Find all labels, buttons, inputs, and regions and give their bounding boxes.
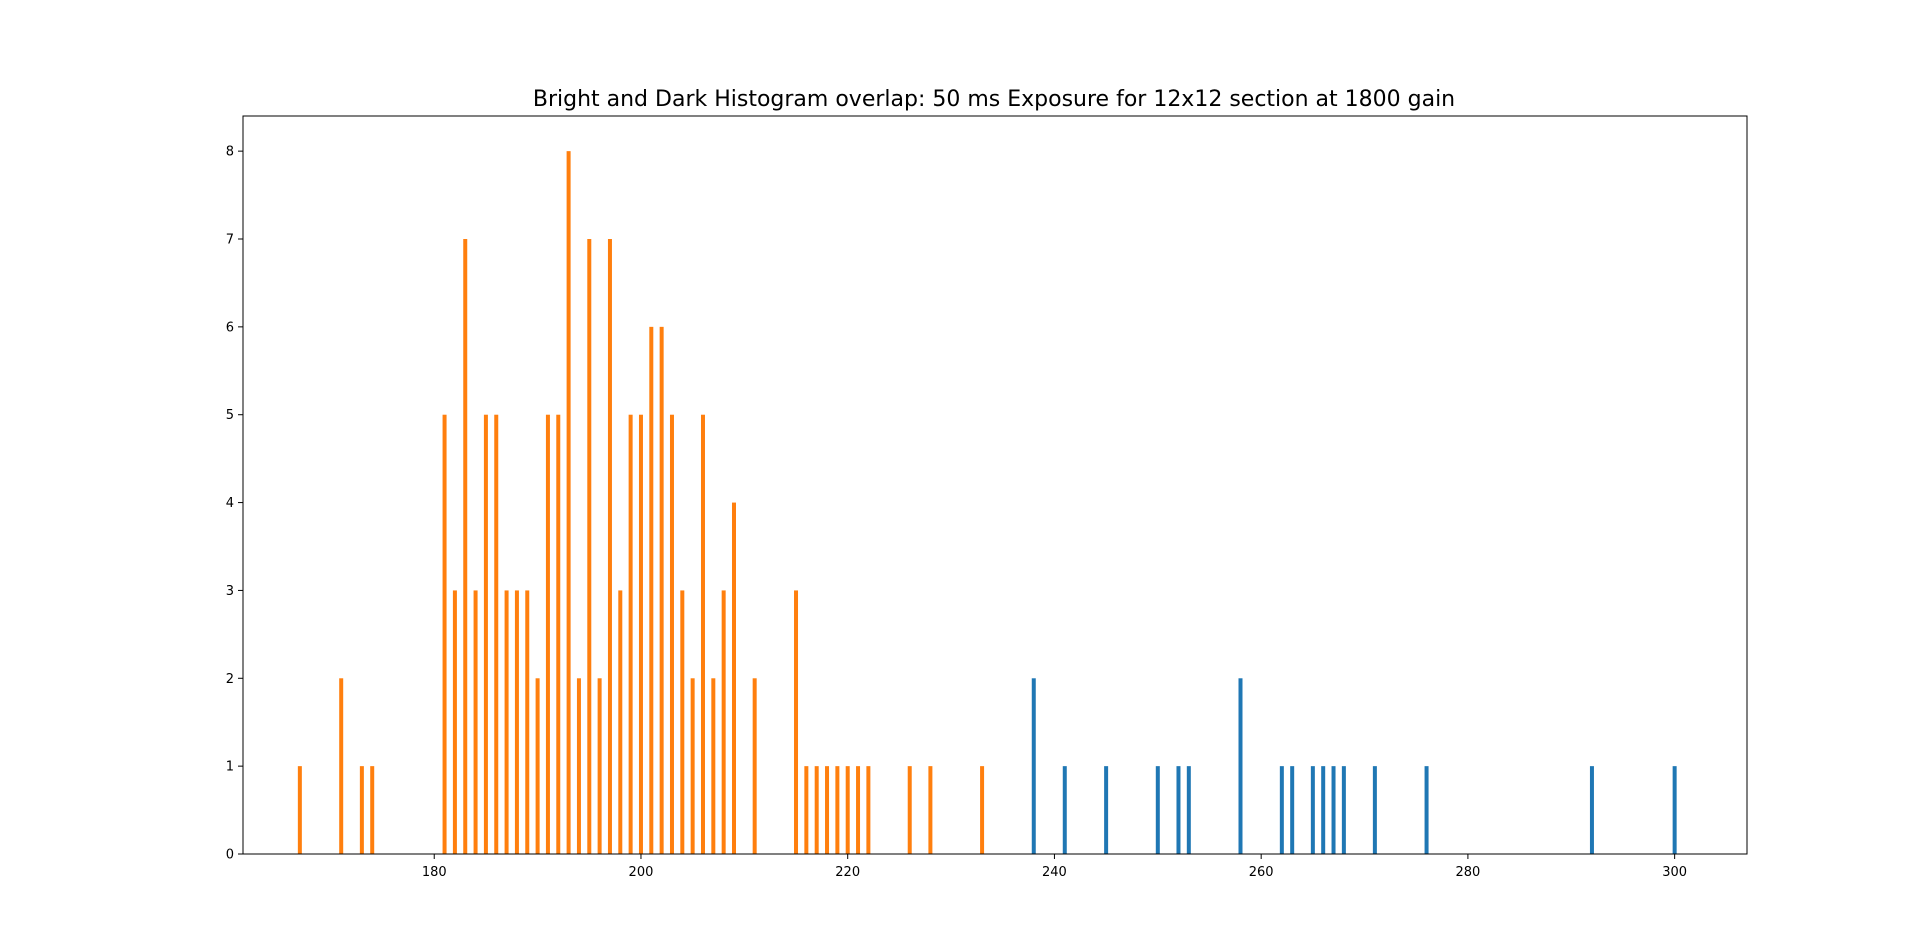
- bar-series-0-1: [1062, 766, 1067, 854]
- bar-series-1-41: [866, 766, 871, 854]
- bar-series-1-0: [297, 766, 302, 854]
- y-tick-label-4: 4: [226, 496, 234, 511]
- bar-series-1-6: [463, 239, 468, 854]
- bar-series-0-7: [1279, 766, 1284, 854]
- bar-series-1-16: [566, 151, 571, 855]
- bar-series-1-26: [669, 414, 674, 854]
- bar-series-0-6: [1238, 678, 1243, 854]
- bar-series-0-10: [1321, 766, 1326, 854]
- x-tick-label-3: 240: [1042, 865, 1067, 880]
- bar-series-0-15: [1589, 766, 1594, 854]
- bar-series-1-31: [721, 590, 726, 854]
- bar-series-1-21: [618, 590, 623, 854]
- y-axis: 0 1 2 3 4 5 6 7 8: [226, 145, 243, 863]
- bar-series-1-33: [752, 678, 757, 854]
- x-tick-label-4: 260: [1249, 865, 1274, 880]
- bar-series-1-7: [473, 590, 478, 854]
- x-tick-label-6: 300: [1662, 865, 1687, 880]
- y-tick-label-8: 8: [226, 145, 234, 160]
- bar-series-0-11: [1331, 766, 1336, 854]
- bar-series-1-24: [649, 326, 654, 854]
- x-tick-label-1: 200: [629, 865, 654, 880]
- bar-series-1-13: [535, 678, 540, 854]
- bar-series-1-2: [359, 766, 364, 854]
- bar-series-1-19: [597, 678, 602, 854]
- bar-series-1-1: [339, 678, 344, 854]
- bar-series-0-2: [1104, 766, 1109, 854]
- x-axis: 180 200 220 240 260 280 300: [422, 854, 1687, 880]
- y-tick-label-3: 3: [226, 584, 234, 599]
- bar-series-1-3: [370, 766, 375, 854]
- bar-series-1-40: [856, 766, 861, 854]
- bar-series-1-5: [452, 590, 457, 854]
- bar-series-1-25: [659, 326, 664, 854]
- bar-series-0-4: [1176, 766, 1181, 854]
- bar-series-0-9: [1310, 766, 1315, 854]
- bar-series-1-27: [680, 590, 685, 854]
- bar-series-1-29: [700, 414, 705, 854]
- bar-series-0-14: [1424, 766, 1429, 854]
- y-tick-label-5: 5: [226, 408, 234, 423]
- y-tick-label-2: 2: [226, 672, 234, 687]
- bar-series-1-35: [804, 766, 809, 854]
- bar-series-1-18: [587, 239, 592, 854]
- bar-series-1-10: [504, 590, 509, 854]
- bar-series-0-13: [1372, 766, 1377, 854]
- bar-series-1-32: [731, 502, 736, 854]
- x-tick-label-5: 280: [1455, 865, 1480, 880]
- bar-series-1-14: [545, 414, 550, 854]
- plot-frame: [242, 115, 1748, 855]
- bar-series-1-11: [514, 590, 519, 854]
- bar-series-1-4: [442, 414, 447, 854]
- y-tick-label-7: 7: [226, 233, 234, 248]
- bar-series-0-0: [1031, 678, 1036, 854]
- bar-series-1-43: [928, 766, 933, 854]
- y-tick-label-1: 1: [226, 760, 234, 775]
- bar-series-1-23: [638, 414, 643, 854]
- y-tick-label-6: 6: [226, 320, 234, 335]
- bar-series-1-42: [907, 766, 912, 854]
- bar-series-0-16: [1672, 766, 1677, 854]
- bar-series-1-38: [835, 766, 840, 854]
- bar-series-1-8: [483, 414, 488, 854]
- bars-group: [297, 151, 1677, 855]
- y-tick-label-0: 0: [226, 848, 234, 863]
- bar-series-1-30: [711, 678, 716, 854]
- bar-series-0-3: [1155, 766, 1160, 854]
- bar-series-0-12: [1341, 766, 1346, 854]
- bar-series-1-34: [794, 590, 799, 854]
- bar-series-1-17: [576, 678, 581, 854]
- bar-series-1-12: [525, 590, 530, 854]
- bar-series-1-36: [814, 766, 819, 854]
- x-tick-label-0: 180: [422, 865, 447, 880]
- bar-series-1-9: [494, 414, 499, 854]
- bar-series-1-28: [690, 678, 695, 854]
- x-tick-label-2: 220: [835, 865, 860, 880]
- chart-title: Bright and Dark Histogram overlap: 50 ms…: [533, 87, 1455, 112]
- bar-series-1-44: [980, 766, 985, 854]
- bar-series-1-20: [607, 239, 612, 854]
- bar-series-0-8: [1290, 766, 1295, 854]
- bar-series-1-37: [825, 766, 830, 854]
- bar-series-1-22: [628, 414, 633, 854]
- bar-series-1-39: [845, 766, 850, 854]
- bar-series-0-5: [1186, 766, 1191, 854]
- bar-series-1-15: [556, 414, 561, 854]
